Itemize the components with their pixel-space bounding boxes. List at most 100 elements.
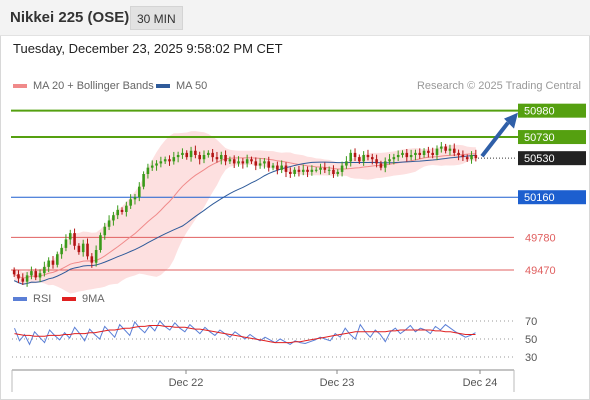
candle bbox=[323, 162, 327, 174]
candle bbox=[198, 151, 201, 165]
candle bbox=[401, 150, 404, 158]
candle bbox=[176, 151, 180, 163]
legend-rsi: RSI bbox=[13, 293, 51, 305]
candle-body bbox=[34, 271, 38, 278]
candle-body bbox=[94, 250, 98, 263]
candle bbox=[332, 165, 335, 178]
ma50-label: MA 50 bbox=[176, 80, 208, 92]
candle bbox=[388, 154, 391, 165]
legend-rsi-ma: 9MA bbox=[62, 293, 105, 305]
candle-body bbox=[181, 152, 184, 155]
candle-body bbox=[289, 171, 292, 174]
candle-body bbox=[189, 150, 193, 158]
candle-body bbox=[392, 157, 396, 160]
candle-body bbox=[379, 163, 383, 168]
candle bbox=[202, 150, 206, 164]
candle-body bbox=[319, 167, 322, 170]
candle bbox=[38, 269, 42, 282]
candle-body bbox=[120, 209, 124, 212]
candle-body bbox=[172, 157, 176, 162]
candle bbox=[34, 268, 38, 281]
candle-body bbox=[202, 155, 206, 160]
instrument-title: Nikkei 225 (OSE) bbox=[10, 9, 130, 26]
candle-body bbox=[336, 171, 340, 174]
support-label: 49470 bbox=[525, 265, 556, 277]
candle-body bbox=[431, 152, 434, 155]
candle-body bbox=[77, 245, 81, 253]
candle-body bbox=[263, 161, 266, 164]
timestamp: Tuesday, December 23, 2025 9:58:02 PM CE… bbox=[13, 41, 283, 56]
candle bbox=[133, 193, 137, 205]
support-label: 49780 bbox=[525, 232, 556, 244]
candle-body bbox=[375, 159, 378, 164]
candle bbox=[474, 149, 478, 162]
candle bbox=[146, 163, 150, 179]
candle-body bbox=[176, 155, 180, 158]
candle-body bbox=[194, 150, 197, 155]
candle-body bbox=[185, 152, 189, 158]
candle bbox=[435, 145, 439, 161]
candle bbox=[396, 150, 400, 162]
candle bbox=[150, 160, 154, 171]
candle-body bbox=[280, 165, 283, 170]
candle bbox=[120, 207, 124, 215]
pivot-tag bbox=[518, 190, 586, 205]
candle bbox=[392, 153, 396, 165]
candle bbox=[250, 156, 253, 164]
ma20-swatch bbox=[13, 84, 27, 88]
candle-body bbox=[21, 278, 25, 282]
legend-ma50: MA 50 bbox=[156, 80, 207, 92]
candle-body bbox=[405, 152, 409, 158]
candle bbox=[448, 144, 452, 156]
candle bbox=[345, 156, 348, 169]
candle-body bbox=[310, 169, 314, 172]
candle bbox=[427, 146, 430, 158]
candle bbox=[306, 166, 309, 178]
rsi-level-label: 70 bbox=[525, 316, 537, 328]
candle-body bbox=[68, 233, 72, 240]
candle-body bbox=[284, 165, 288, 172]
candle bbox=[112, 211, 115, 226]
candle-body bbox=[366, 155, 370, 158]
candle bbox=[21, 273, 25, 285]
candle-body bbox=[38, 273, 42, 278]
resistance-tag bbox=[518, 130, 586, 145]
ma50-swatch bbox=[156, 84, 170, 88]
candle-body bbox=[224, 155, 227, 162]
price-levels bbox=[11, 109, 518, 271]
candle bbox=[465, 154, 469, 162]
candle-body bbox=[30, 271, 33, 276]
candle bbox=[353, 148, 357, 162]
candle bbox=[314, 167, 318, 173]
candle-body bbox=[457, 152, 460, 155]
candle bbox=[189, 146, 193, 162]
candle bbox=[185, 150, 189, 160]
candle bbox=[56, 251, 59, 268]
timeframe-badge[interactable]: 30 MIN bbox=[130, 6, 183, 30]
candle bbox=[219, 151, 223, 165]
candle-body bbox=[267, 161, 271, 168]
candle-body bbox=[211, 152, 214, 158]
candle bbox=[358, 154, 361, 164]
candle-body bbox=[51, 260, 55, 265]
rsi-level-label: 50 bbox=[525, 334, 537, 346]
candle-body bbox=[440, 146, 443, 149]
candle bbox=[142, 171, 145, 190]
resistance-tag bbox=[518, 103, 586, 118]
candle bbox=[409, 149, 413, 161]
candle bbox=[207, 150, 210, 158]
candle-body bbox=[129, 199, 132, 206]
candle-body bbox=[388, 159, 391, 162]
candle bbox=[440, 142, 443, 153]
candle-body bbox=[228, 159, 232, 162]
candle-body bbox=[470, 155, 473, 160]
candle-body bbox=[427, 150, 430, 153]
candle-body bbox=[422, 150, 426, 155]
candle bbox=[17, 270, 20, 284]
candle-body bbox=[245, 159, 249, 164]
candle-body bbox=[362, 155, 365, 162]
candle-body bbox=[271, 165, 275, 168]
candle-body bbox=[207, 152, 210, 155]
candle bbox=[418, 148, 422, 159]
